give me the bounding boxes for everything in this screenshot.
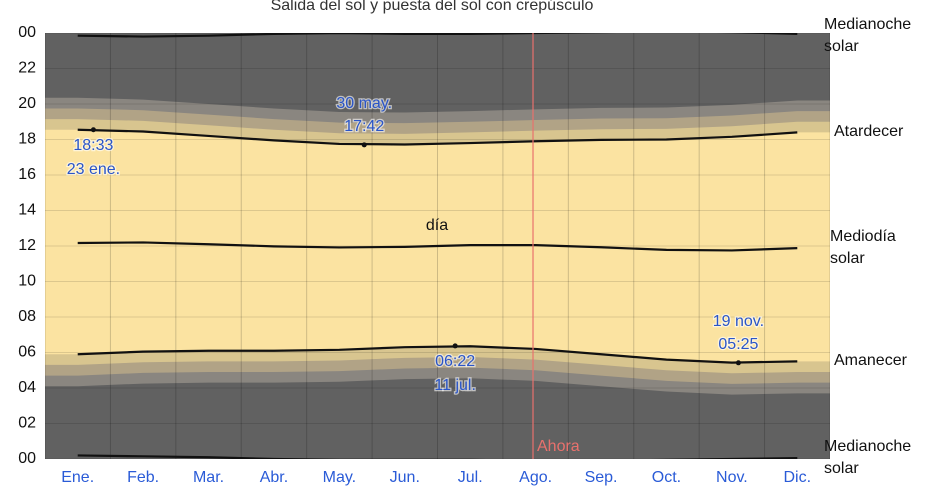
annotation-text: 18:33: [73, 137, 113, 154]
plot-area: [45, 33, 830, 459]
y-tick-label: 00: [18, 450, 36, 467]
x-tick-label: Dic.: [784, 469, 812, 486]
overlay: 00 02 04 06 08 10 12 14 16 18 20 22 00 Ene. Feb. Mar. Ab…: [18, 24, 811, 486]
annotation-text: 23 ene.: [67, 161, 120, 178]
x-tick-label: Ene.: [61, 469, 94, 486]
y-tick-label: 22: [18, 60, 36, 77]
series-line: [77, 33, 798, 38]
x-tick-label: May.: [323, 469, 356, 486]
x-tick-label: Oct.: [652, 469, 681, 486]
annotation-point: [452, 343, 458, 349]
series-label: Mediodía solar: [830, 228, 896, 268]
annotation-text: 30 may.: [336, 95, 392, 112]
series-line: [77, 345, 798, 364]
y-tick-label: 10: [18, 273, 36, 290]
x-tick-label: Jul.: [458, 469, 483, 486]
x-tick-label: Abr.: [260, 469, 288, 486]
x-tick-label: Sep.: [585, 469, 618, 486]
annotation-text: 17:42: [344, 118, 384, 135]
annotation-text: 11 jul.: [434, 377, 476, 394]
annotation-point: [735, 360, 741, 366]
y-tick-label: 12: [18, 237, 36, 254]
x-tick-label: Jun.: [390, 469, 420, 486]
day-label: día: [426, 217, 448, 234]
annotation-point: [361, 142, 367, 148]
series-line: [77, 241, 798, 252]
y-tick-label: 02: [18, 415, 36, 432]
annotation-text: 06:22: [435, 353, 475, 370]
series-line: [77, 128, 798, 146]
x-tick-label: Nov.: [716, 469, 748, 486]
y-tick-label: 18: [18, 131, 36, 148]
now-label: Ahora: [537, 438, 580, 455]
annotation-text: 05:25: [718, 336, 758, 353]
x-tick-label: Ago.: [519, 469, 552, 486]
x-tick-label: Feb.: [127, 469, 159, 486]
series-line: [77, 454, 798, 459]
y-tick-label: 08: [18, 308, 36, 325]
y-tick-label: 16: [18, 166, 36, 183]
series-label: Atardecer: [834, 123, 904, 141]
series-label: Medianoche solar: [824, 438, 912, 478]
chart-title: Salida del sol y puesta del sol con crep…: [271, 0, 594, 14]
y-tick-label: 20: [18, 95, 36, 112]
y-tick-label: 00: [18, 24, 36, 41]
y-tick-label: 04: [18, 379, 36, 396]
y-tick-label: 14: [18, 202, 36, 219]
y-tick-label: 06: [18, 344, 36, 361]
series-label: Medianoche solar: [824, 16, 912, 55]
series-label: Amanecer: [834, 352, 907, 370]
annotation-text: 19 nov.: [713, 313, 764, 330]
annotation-point: [90, 127, 96, 133]
x-tick-label: Mar.: [193, 469, 224, 486]
